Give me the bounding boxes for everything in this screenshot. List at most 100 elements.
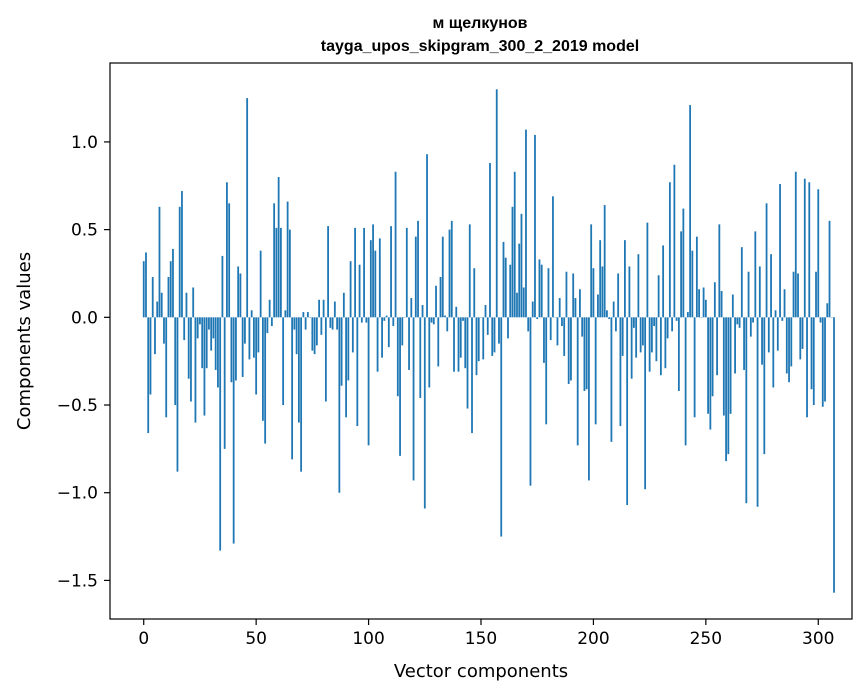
- bar: [536, 317, 539, 320]
- bar: [531, 301, 534, 318]
- bar: [770, 254, 772, 318]
- bar: [756, 317, 759, 507]
- bar: [666, 317, 669, 339]
- bar: [320, 317, 323, 335]
- bar: [482, 317, 485, 360]
- y-tick-label: −0.5: [57, 396, 98, 416]
- bar: [468, 224, 471, 318]
- bar: [196, 317, 199, 339]
- bar: [767, 317, 770, 353]
- bar: [187, 317, 190, 379]
- bar: [808, 182, 811, 318]
- bar: [704, 299, 707, 318]
- bar: [333, 301, 336, 318]
- bar: [718, 224, 721, 318]
- y-tick-label: −1.0: [57, 484, 98, 504]
- bar: [160, 292, 163, 318]
- bar: [167, 276, 170, 318]
- bar: [253, 317, 255, 358]
- bar-series: [142, 89, 835, 593]
- bar: [151, 276, 154, 318]
- bar: [662, 245, 665, 318]
- bar: [709, 317, 712, 430]
- bar: [226, 182, 228, 318]
- bar: [815, 271, 817, 318]
- bar: [338, 317, 341, 493]
- bar: [246, 98, 249, 318]
- bar: [783, 289, 786, 318]
- bar: [163, 317, 165, 344]
- bar: [608, 317, 611, 320]
- bar: [635, 317, 638, 358]
- bar: [360, 317, 363, 323]
- bar: [237, 266, 240, 318]
- bar: [266, 317, 269, 334]
- bar: [792, 271, 795, 318]
- bar: [154, 317, 156, 355]
- bar: [214, 317, 217, 370]
- bar: [624, 240, 626, 318]
- bar: [673, 164, 676, 318]
- bar: [576, 317, 579, 446]
- bar: [302, 312, 305, 318]
- x-tick-label: 300: [802, 629, 834, 649]
- bar: [619, 317, 622, 427]
- bar: [376, 317, 379, 372]
- bar: [686, 312, 689, 318]
- bar: [471, 317, 473, 434]
- bar: [720, 291, 723, 318]
- bar: [758, 266, 761, 318]
- bar: [201, 317, 204, 369]
- bar: [615, 317, 617, 332]
- bar: [437, 317, 440, 367]
- bar: [599, 240, 602, 318]
- bar: [776, 317, 779, 351]
- bar: [644, 317, 647, 490]
- bar: [765, 203, 768, 318]
- bar: [450, 220, 453, 318]
- bar: [628, 266, 631, 318]
- bar: [779, 184, 781, 318]
- y-axis-ticks: 1.0 0.5 0.0 −0.5 −1.0 −1.5: [57, 133, 110, 591]
- bar: [219, 317, 222, 551]
- x-axis-label: Vector components: [394, 661, 568, 682]
- bar: [217, 317, 219, 388]
- bar: [743, 317, 745, 370]
- bar: [552, 196, 554, 318]
- bar: [516, 292, 518, 318]
- bar: [392, 317, 395, 327]
- bar: [785, 317, 788, 374]
- bar: [695, 236, 698, 318]
- bar: [612, 301, 615, 318]
- bar: [772, 317, 775, 388]
- bar: [428, 317, 431, 388]
- bar: [677, 317, 680, 391]
- bar: [203, 317, 206, 416]
- bar: [601, 266, 604, 318]
- bar: [563, 317, 566, 356]
- bar: [781, 317, 784, 321]
- bar: [752, 317, 754, 323]
- bar: [145, 252, 147, 318]
- chart-title: м щелкунов: [432, 15, 527, 32]
- bar: [790, 317, 793, 367]
- bar: [797, 273, 799, 318]
- bar: [525, 129, 527, 318]
- bar: [689, 105, 692, 318]
- bar: [633, 317, 635, 328]
- bar: [754, 231, 757, 318]
- bar: [279, 227, 282, 318]
- bar: [495, 89, 498, 318]
- bar: [282, 317, 285, 406]
- bar: [824, 317, 826, 402]
- bar: [248, 317, 251, 360]
- bar: [190, 317, 192, 402]
- bar: [592, 268, 595, 318]
- bar: [590, 224, 593, 318]
- bar: [621, 317, 624, 356]
- bar: [345, 317, 347, 418]
- bar: [408, 317, 410, 370]
- bar: [444, 315, 446, 318]
- bar: [585, 317, 588, 390]
- y-tick-label: 0.0: [71, 308, 98, 328]
